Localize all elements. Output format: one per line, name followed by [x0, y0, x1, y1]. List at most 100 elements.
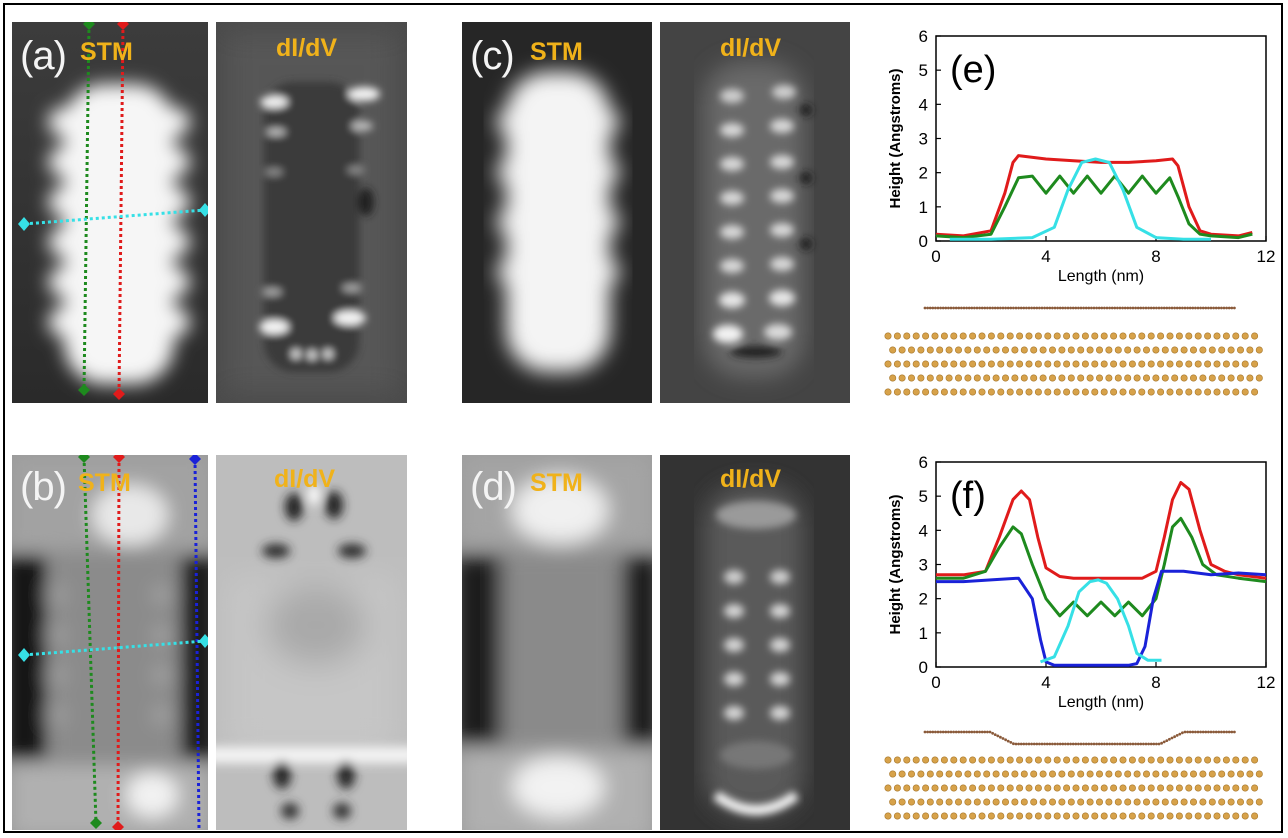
molecule-atom: [1032, 306, 1036, 310]
blue-marker-top: [189, 455, 201, 465]
substrate-atom: [912, 360, 920, 368]
molecule-atom: [1230, 306, 1234, 310]
molecule-atom: [1160, 306, 1163, 310]
substrate-atom: [1086, 346, 1094, 354]
substrate-atom: [1251, 332, 1259, 340]
substrate-atom: [969, 756, 977, 764]
substrate-atom: [1147, 388, 1155, 396]
molecule-atom: [1030, 742, 1033, 746]
substrate-atom: [1053, 332, 1061, 340]
substrate-atom: [987, 360, 995, 368]
molecule-atom: [952, 306, 955, 310]
substrate-atom: [1232, 756, 1240, 764]
substrate-atom: [1147, 812, 1155, 820]
substrate-atom: [1171, 374, 1179, 382]
substrate-atom: [1166, 756, 1174, 764]
substrate-atom: [922, 756, 930, 764]
stm-tag-d: STM: [530, 469, 583, 497]
molecule-atom: [1079, 306, 1083, 310]
substrate-atom: [1105, 346, 1113, 354]
substrate-atom: [1185, 784, 1193, 792]
substrate-atom: [912, 388, 920, 396]
molecule-atom: [993, 306, 997, 310]
substrate-atom: [1081, 784, 1089, 792]
x-tick-label: 0: [931, 247, 940, 266]
substrate-atom: [1180, 346, 1188, 354]
substrate-atom: [959, 360, 967, 368]
molecule-atom: [1126, 306, 1130, 310]
substrate-atom: [950, 388, 958, 396]
molecule-atom: [1043, 742, 1046, 746]
molecule-atom: [1019, 306, 1023, 310]
substrate-atom: [1222, 332, 1230, 340]
molecule-atom: [983, 730, 987, 734]
substrate-atom: [1039, 374, 1047, 382]
substrate-atom: [955, 770, 963, 778]
molecule-atom: [1051, 742, 1054, 746]
substrate-atom: [1222, 812, 1230, 820]
panel-c-stm-image: (c) STM: [462, 22, 652, 403]
molecule-atom: [975, 730, 979, 734]
substrate-atom: [1072, 332, 1080, 340]
molecule-atom: [1214, 730, 1218, 734]
substrate-atom: [1124, 346, 1132, 354]
substrate-atom: [1157, 784, 1165, 792]
substrate-atom: [1241, 388, 1249, 396]
substrate-atom: [1204, 756, 1212, 764]
substrate-atom: [1067, 346, 1075, 354]
substrate-atom: [1011, 374, 1019, 382]
stm-tag-c: STM: [530, 38, 583, 66]
substrate-atom: [1185, 388, 1193, 396]
molecule-atom: [973, 730, 976, 734]
molecule-atom: [939, 730, 942, 734]
substrate-atom: [912, 332, 920, 340]
substrate-atom: [1086, 798, 1094, 806]
substrate-atom: [907, 374, 915, 382]
substrate-atom: [1058, 346, 1066, 354]
substrate-atom: [931, 756, 939, 764]
substrate-atom: [1208, 374, 1216, 382]
substrate-atom: [1194, 332, 1202, 340]
molecule-atom: [1103, 306, 1106, 310]
substrate-atom: [1255, 798, 1263, 806]
substrate-atom: [1100, 812, 1108, 820]
didv-tag-b: dI/dV: [274, 465, 336, 493]
molecule-atom: [1056, 306, 1059, 310]
substrate-atom: [907, 770, 915, 778]
molecule-atom: [1129, 306, 1132, 310]
substrate-atom: [1147, 756, 1155, 764]
molecule-atom: [941, 730, 945, 734]
molecule-atom: [980, 306, 984, 310]
substrate-atom: [1016, 784, 1024, 792]
molecule-atom: [1014, 306, 1018, 310]
molecule-atom: [1064, 306, 1067, 310]
substrate-atom: [1175, 784, 1183, 792]
substrate-atom: [983, 374, 991, 382]
substrate-atom: [1063, 756, 1071, 764]
substrate-atom: [1180, 798, 1188, 806]
substrate-atom: [997, 784, 1005, 792]
molecule-atom: [1113, 306, 1117, 310]
substrate-atom: [987, 756, 995, 764]
substrate-atom: [1175, 332, 1183, 340]
substrate-atom: [1251, 388, 1259, 396]
cyan-marker-left: [18, 648, 30, 662]
substrate-atom: [893, 756, 901, 764]
substrate-atom: [1128, 756, 1136, 764]
molecule-atom: [1173, 306, 1176, 310]
substrate-atom: [1222, 360, 1230, 368]
substrate-atom: [1180, 374, 1188, 382]
molecule-atom: [1006, 306, 1010, 310]
substrate-atom: [1218, 346, 1226, 354]
molecule-atom: [1030, 306, 1033, 310]
substrate-atom: [945, 346, 953, 354]
substrate-atom: [1086, 770, 1094, 778]
molecule-atom: [1006, 739, 1010, 743]
cyan-linecut: [23, 639, 206, 657]
molecule-atom: [1188, 306, 1192, 310]
substrate-atom: [1081, 756, 1089, 764]
substrate-atom: [922, 784, 930, 792]
substrate-atom: [1053, 388, 1061, 396]
molecule-atom: [1100, 742, 1104, 746]
substrate-atom: [964, 770, 972, 778]
